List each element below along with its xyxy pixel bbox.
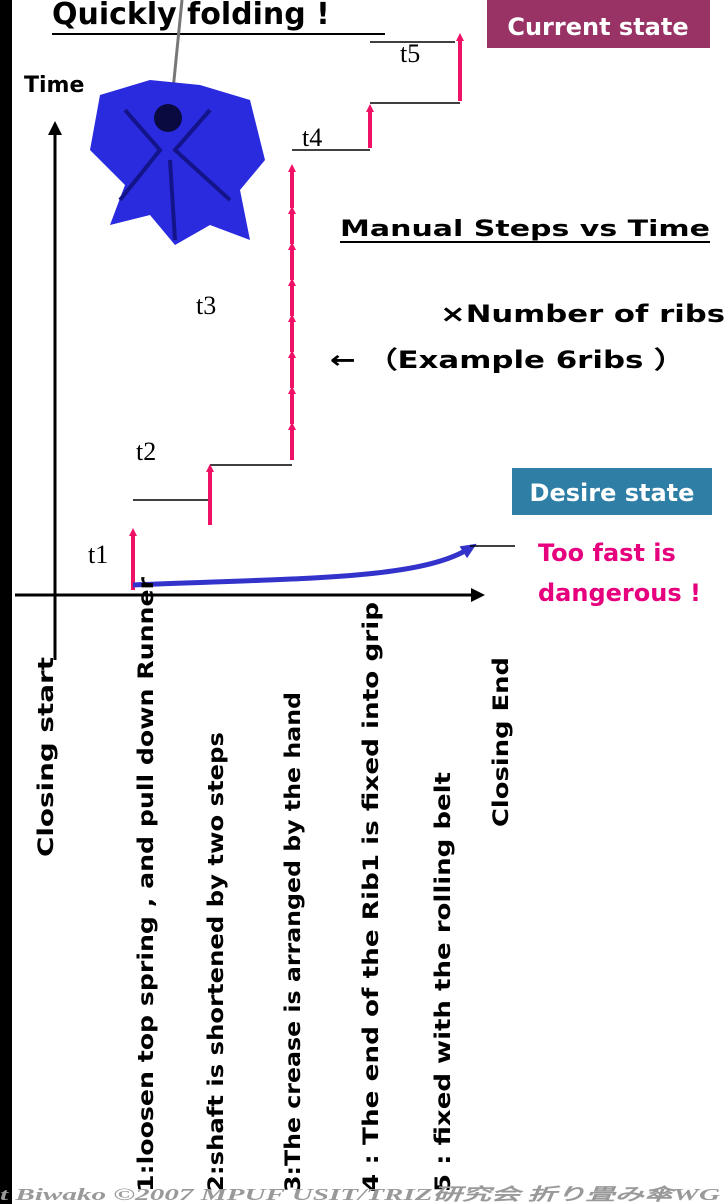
note-ribs: ×Number of ribs bbox=[440, 300, 725, 328]
note-example: ← （Example 6ribs ） bbox=[330, 346, 685, 374]
time-label: t4 bbox=[302, 123, 322, 152]
title: Quickly folding ! bbox=[52, 0, 330, 32]
x-label: 1:loosen top spring , and pull down Runn… bbox=[134, 576, 158, 1192]
heading: Manual Steps vs Time bbox=[340, 217, 710, 242]
desire-curve bbox=[132, 543, 477, 588]
x-label: 2:shaft is shortened by two steps bbox=[204, 732, 228, 1192]
desire-state: Desire state bbox=[530, 479, 695, 507]
x-label: Closing start bbox=[34, 657, 58, 857]
left-bar bbox=[0, 0, 12, 1204]
x-label: Closing End bbox=[489, 657, 513, 827]
desire-state-box bbox=[512, 468, 712, 515]
time-label: t3 bbox=[196, 291, 216, 320]
umbrella-image bbox=[90, 0, 265, 245]
footer: t Biwako ©2007 MPUF USIT/TRIZ研究会 折り畳み傘WG bbox=[0, 1185, 721, 1204]
current-state-box bbox=[487, 0, 710, 48]
warning: dangerous ! bbox=[538, 579, 701, 607]
current-state: Current state bbox=[507, 13, 688, 41]
warning: Too fast is bbox=[538, 539, 676, 567]
x-label: 5 : fixed with the rolling belt bbox=[431, 772, 455, 1192]
staircase bbox=[133, 102, 460, 501]
time-label: t5 bbox=[400, 39, 420, 68]
time-label: t1 bbox=[88, 540, 108, 569]
x-labels: Closing start 1:loosen top spring , and … bbox=[34, 576, 513, 1192]
time-label: t2 bbox=[136, 437, 156, 466]
y-axis-label: Time bbox=[24, 73, 84, 98]
x-label: 4 : The end of the Rib1 is fixed into gr… bbox=[359, 602, 383, 1192]
step-arrows bbox=[129, 33, 464, 590]
x-label: 3:The crease is arranged by the hand bbox=[281, 692, 305, 1192]
